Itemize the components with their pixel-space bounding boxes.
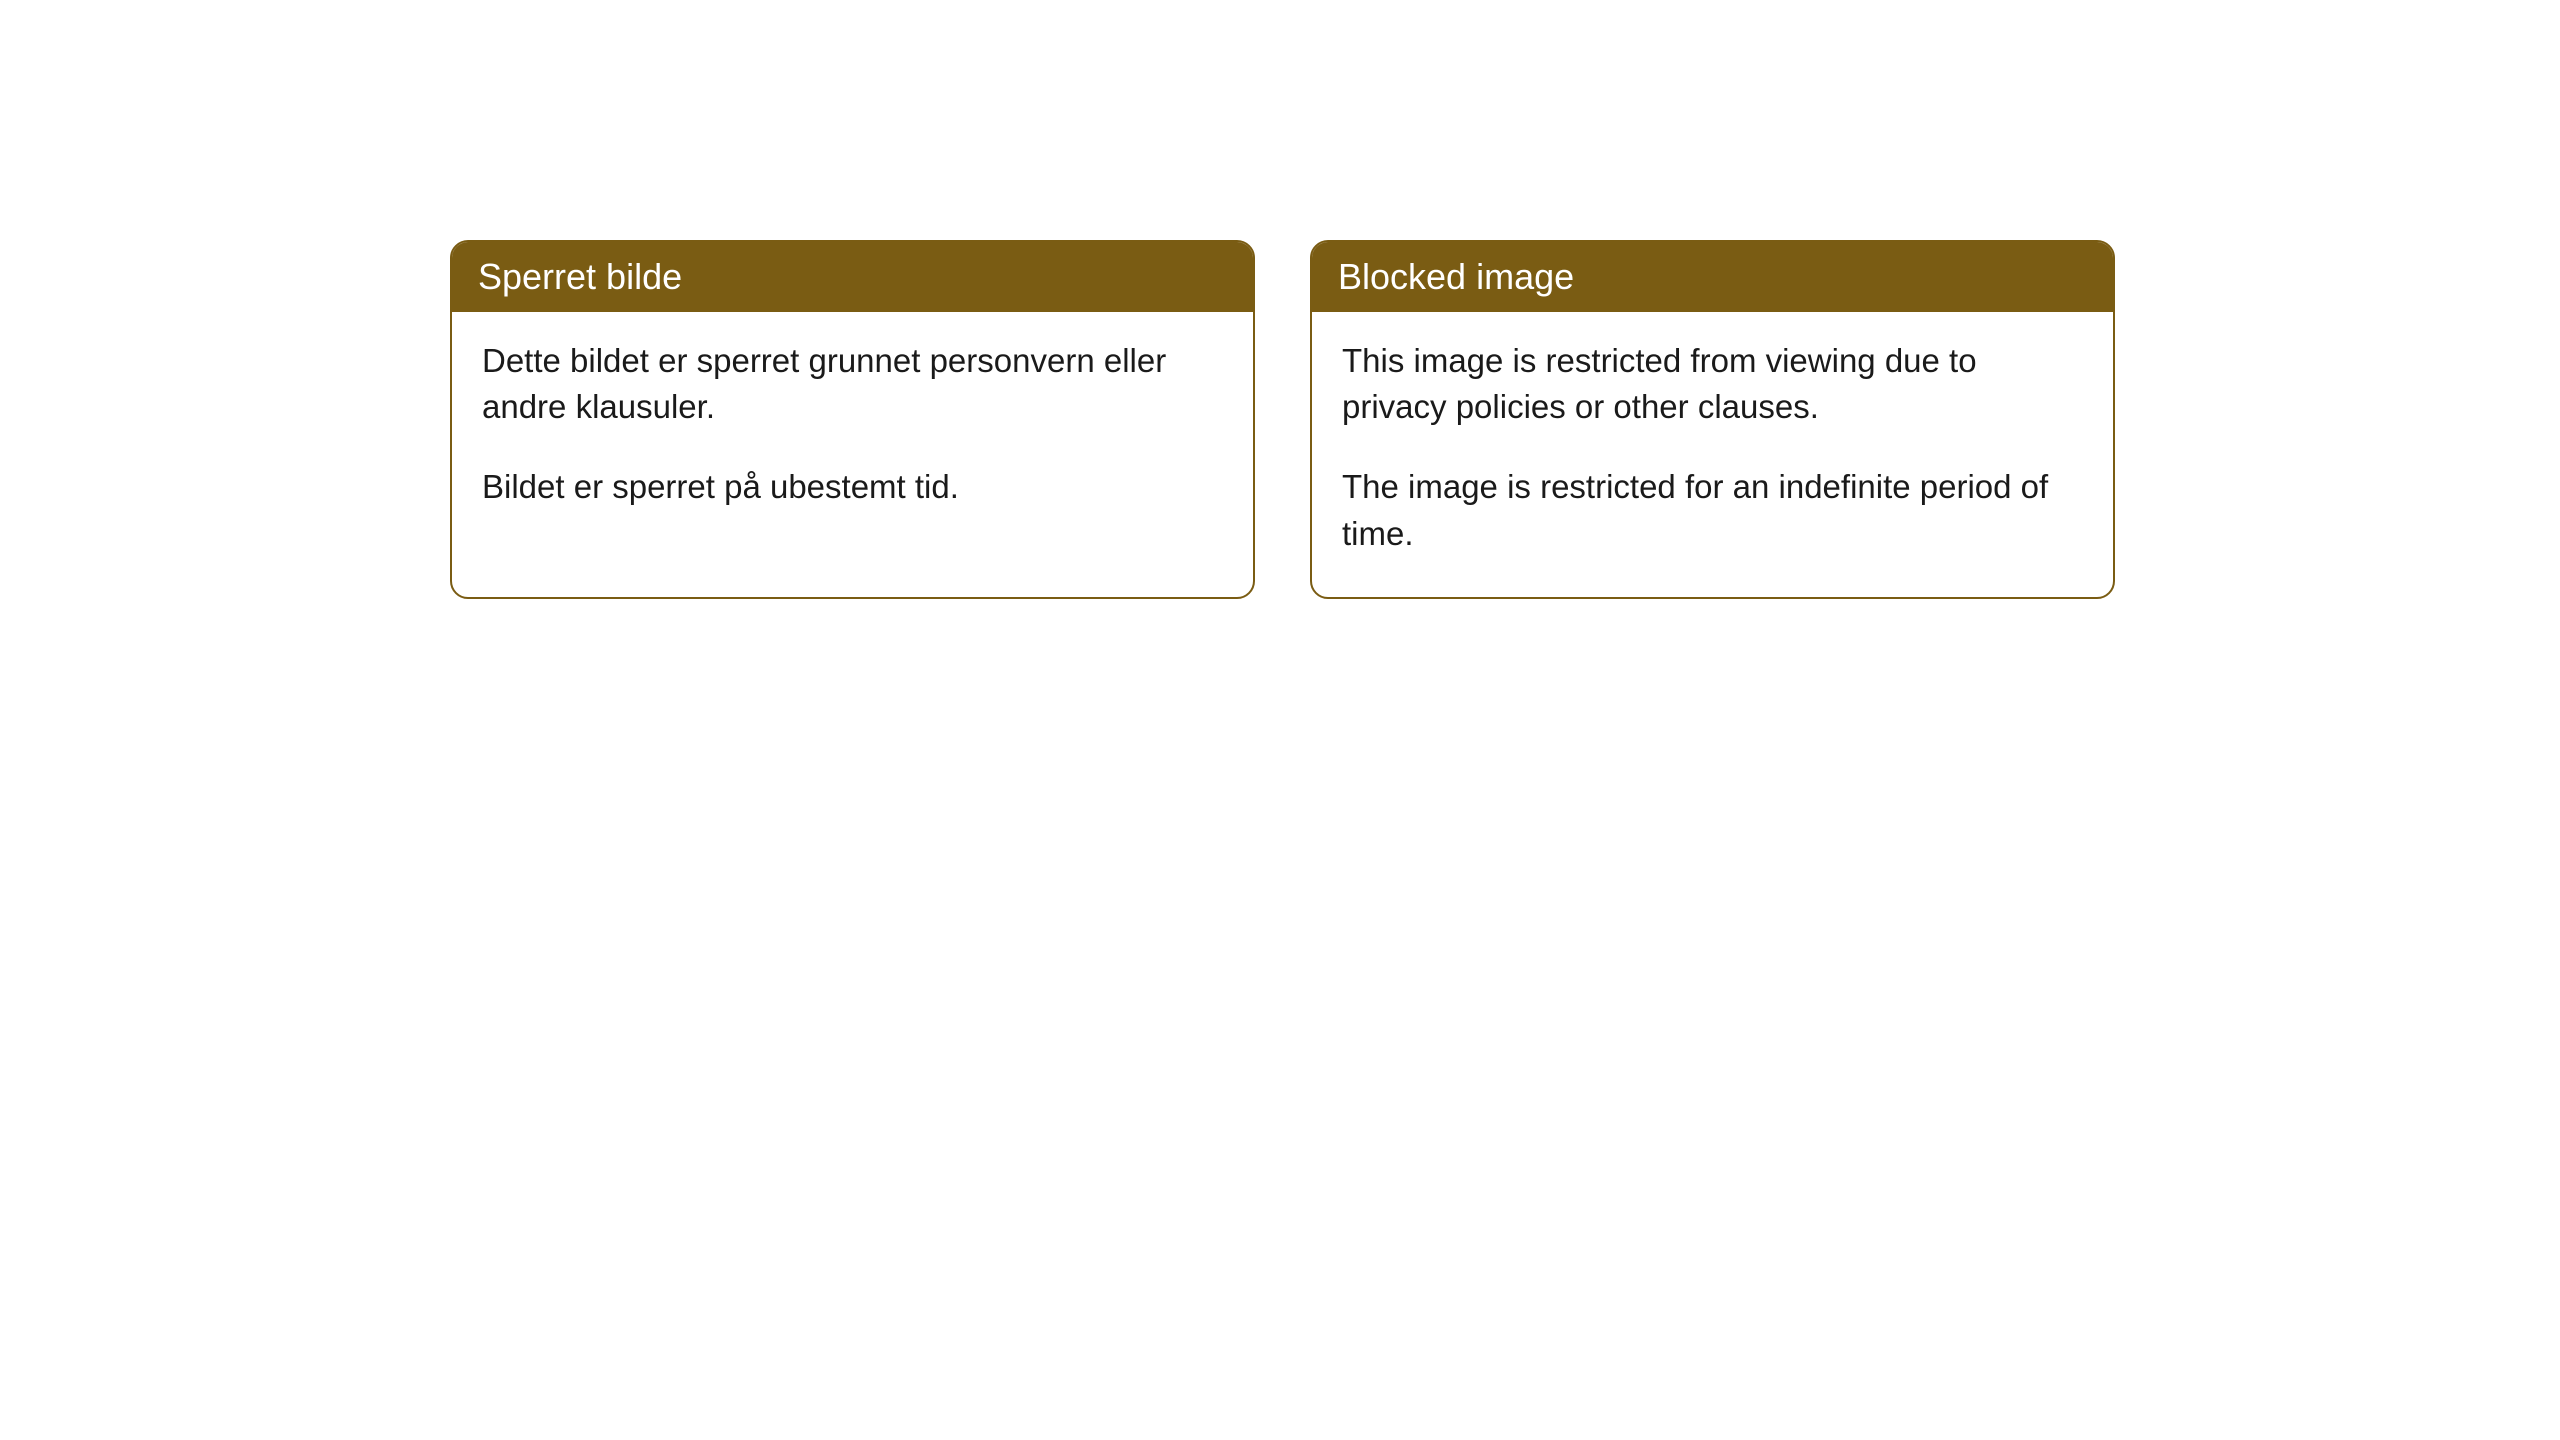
card-paragraph-2: Bildet er sperret på ubestemt tid. <box>482 464 1223 510</box>
card-paragraph-2: The image is restricted for an indefinit… <box>1342 464 2083 556</box>
blocked-image-card-en: Blocked image This image is restricted f… <box>1310 240 2115 599</box>
card-paragraph-1: This image is restricted from viewing du… <box>1342 338 2083 430</box>
card-title: Blocked image <box>1338 256 1574 297</box>
card-body: This image is restricted from viewing du… <box>1312 312 2113 597</box>
card-paragraph-1: Dette bildet er sperret grunnet personve… <box>482 338 1223 430</box>
card-title: Sperret bilde <box>478 256 682 297</box>
card-header: Sperret bilde <box>452 242 1253 312</box>
cards-container: Sperret bilde Dette bildet er sperret gr… <box>450 240 2115 599</box>
blocked-image-card-no: Sperret bilde Dette bildet er sperret gr… <box>450 240 1255 599</box>
card-body: Dette bildet er sperret grunnet personve… <box>452 312 1253 551</box>
card-header: Blocked image <box>1312 242 2113 312</box>
